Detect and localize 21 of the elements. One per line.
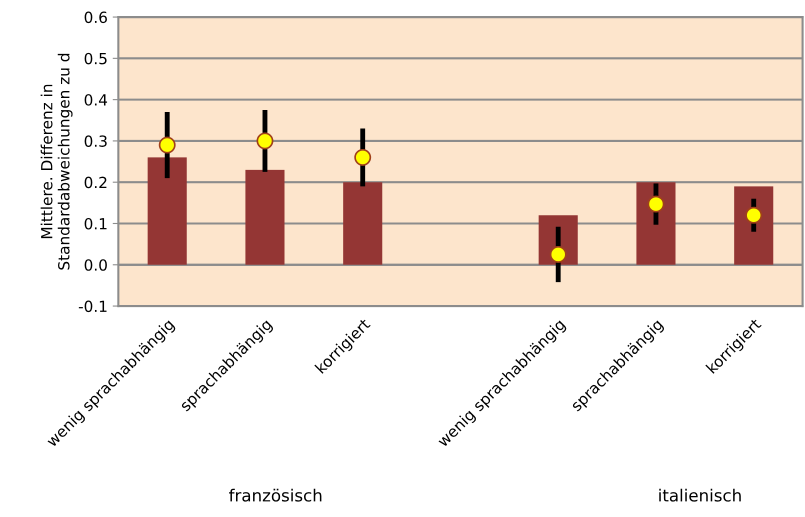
y-tick-label: -0.1 <box>78 300 107 312</box>
bar <box>734 186 774 265</box>
y-tick-label: 0.4 <box>84 94 108 106</box>
point <box>256 132 274 150</box>
y-axis-title: Mittlere. Differenz in Standardabweichungen zu d <box>40 54 73 270</box>
point <box>745 206 762 224</box>
y-tick-label: 0.0 <box>84 259 107 271</box>
y-tick-label: 0.2 <box>84 176 106 188</box>
point <box>550 246 567 263</box>
y-tick-label: 0.5 <box>84 52 107 64</box>
bar <box>245 170 285 265</box>
y-tick-label: 0.3 <box>84 135 107 147</box>
bar <box>148 157 187 265</box>
y-tick-label: 0.6 <box>84 12 107 24</box>
bar <box>343 182 382 265</box>
text: französisch <box>229 488 322 502</box>
point <box>158 136 176 154</box>
text: italienisch <box>659 488 741 502</box>
y-tick-label: 0.1 <box>84 218 107 230</box>
point <box>354 148 372 166</box>
point <box>648 196 664 213</box>
